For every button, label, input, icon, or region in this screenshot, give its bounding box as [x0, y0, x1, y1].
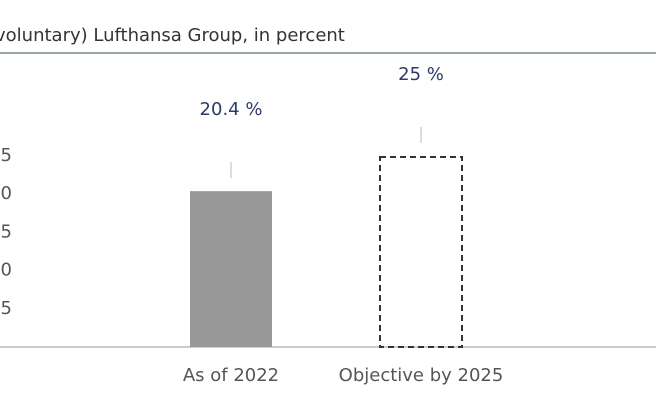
y-tick-label: 20 [0, 183, 12, 204]
y-tick-label: 25 [0, 145, 12, 166]
value-label: 25 % [398, 64, 444, 85]
value-label: 20.4 % [200, 99, 263, 120]
x-tick-label: Objective by 2025 [339, 365, 504, 386]
y-tick-label: 5 [1, 298, 12, 319]
x-tick-label: As of 2022 [183, 365, 279, 386]
chart-title: voluntary) Lufthansa Group, in percent [0, 25, 345, 46]
y-tick-label: 10 [0, 260, 12, 281]
bar [190, 191, 272, 347]
bar [379, 156, 463, 348]
y-tick-label: 15 [0, 221, 12, 242]
